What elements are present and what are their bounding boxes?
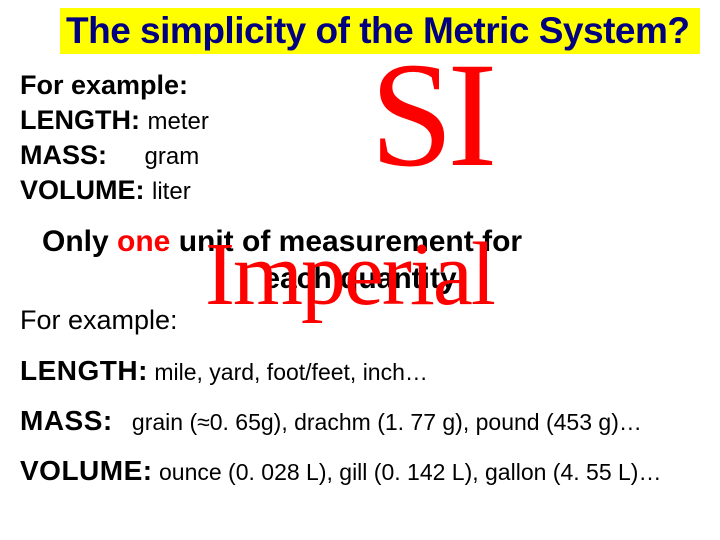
si-length-row: LENGTH: meter xyxy=(20,105,209,136)
imperial-volume-row: VOLUME: ounce (0. 028 L), gill (0. 142 L… xyxy=(20,455,661,487)
for-example-heading-2: For example: xyxy=(20,305,178,336)
imperial-volume-label: VOLUME: xyxy=(20,455,153,486)
imperial-length-value: mile, yard, foot/feet, inch… xyxy=(148,359,428,385)
imperial-mass-label: MASS: xyxy=(20,405,113,436)
si-volume-value: liter xyxy=(152,178,191,205)
imperial-volume-value: ounce (0. 028 L), gill (0. 142 L), gallo… xyxy=(153,459,662,485)
imperial-length-label: LENGTH: xyxy=(20,355,148,386)
only-prefix: Only xyxy=(42,225,117,258)
imperial-mass-value: grain (≈0. 65g), drachm (1. 77 g), pound… xyxy=(113,409,642,435)
si-length-label: LENGTH: xyxy=(20,105,140,135)
si-mass-label: MASS: xyxy=(20,140,107,170)
si-mass-value: gram xyxy=(145,143,200,170)
si-volume-row: VOLUME: liter xyxy=(20,175,191,206)
imperial-heading: Imperial xyxy=(205,230,494,320)
si-length-value: meter xyxy=(148,108,209,135)
imperial-mass-row: MASS: grain (≈0. 65g), drachm (1. 77 g),… xyxy=(20,405,642,437)
imperial-length-row: LENGTH: mile, yard, foot/feet, inch… xyxy=(20,355,428,387)
si-heading: SI xyxy=(370,40,491,190)
si-mass-row: MASS: gram xyxy=(20,140,199,171)
for-example-heading-1: For example: xyxy=(20,70,188,101)
si-volume-label: VOLUME: xyxy=(20,175,145,205)
only-one-word: one xyxy=(117,225,170,258)
